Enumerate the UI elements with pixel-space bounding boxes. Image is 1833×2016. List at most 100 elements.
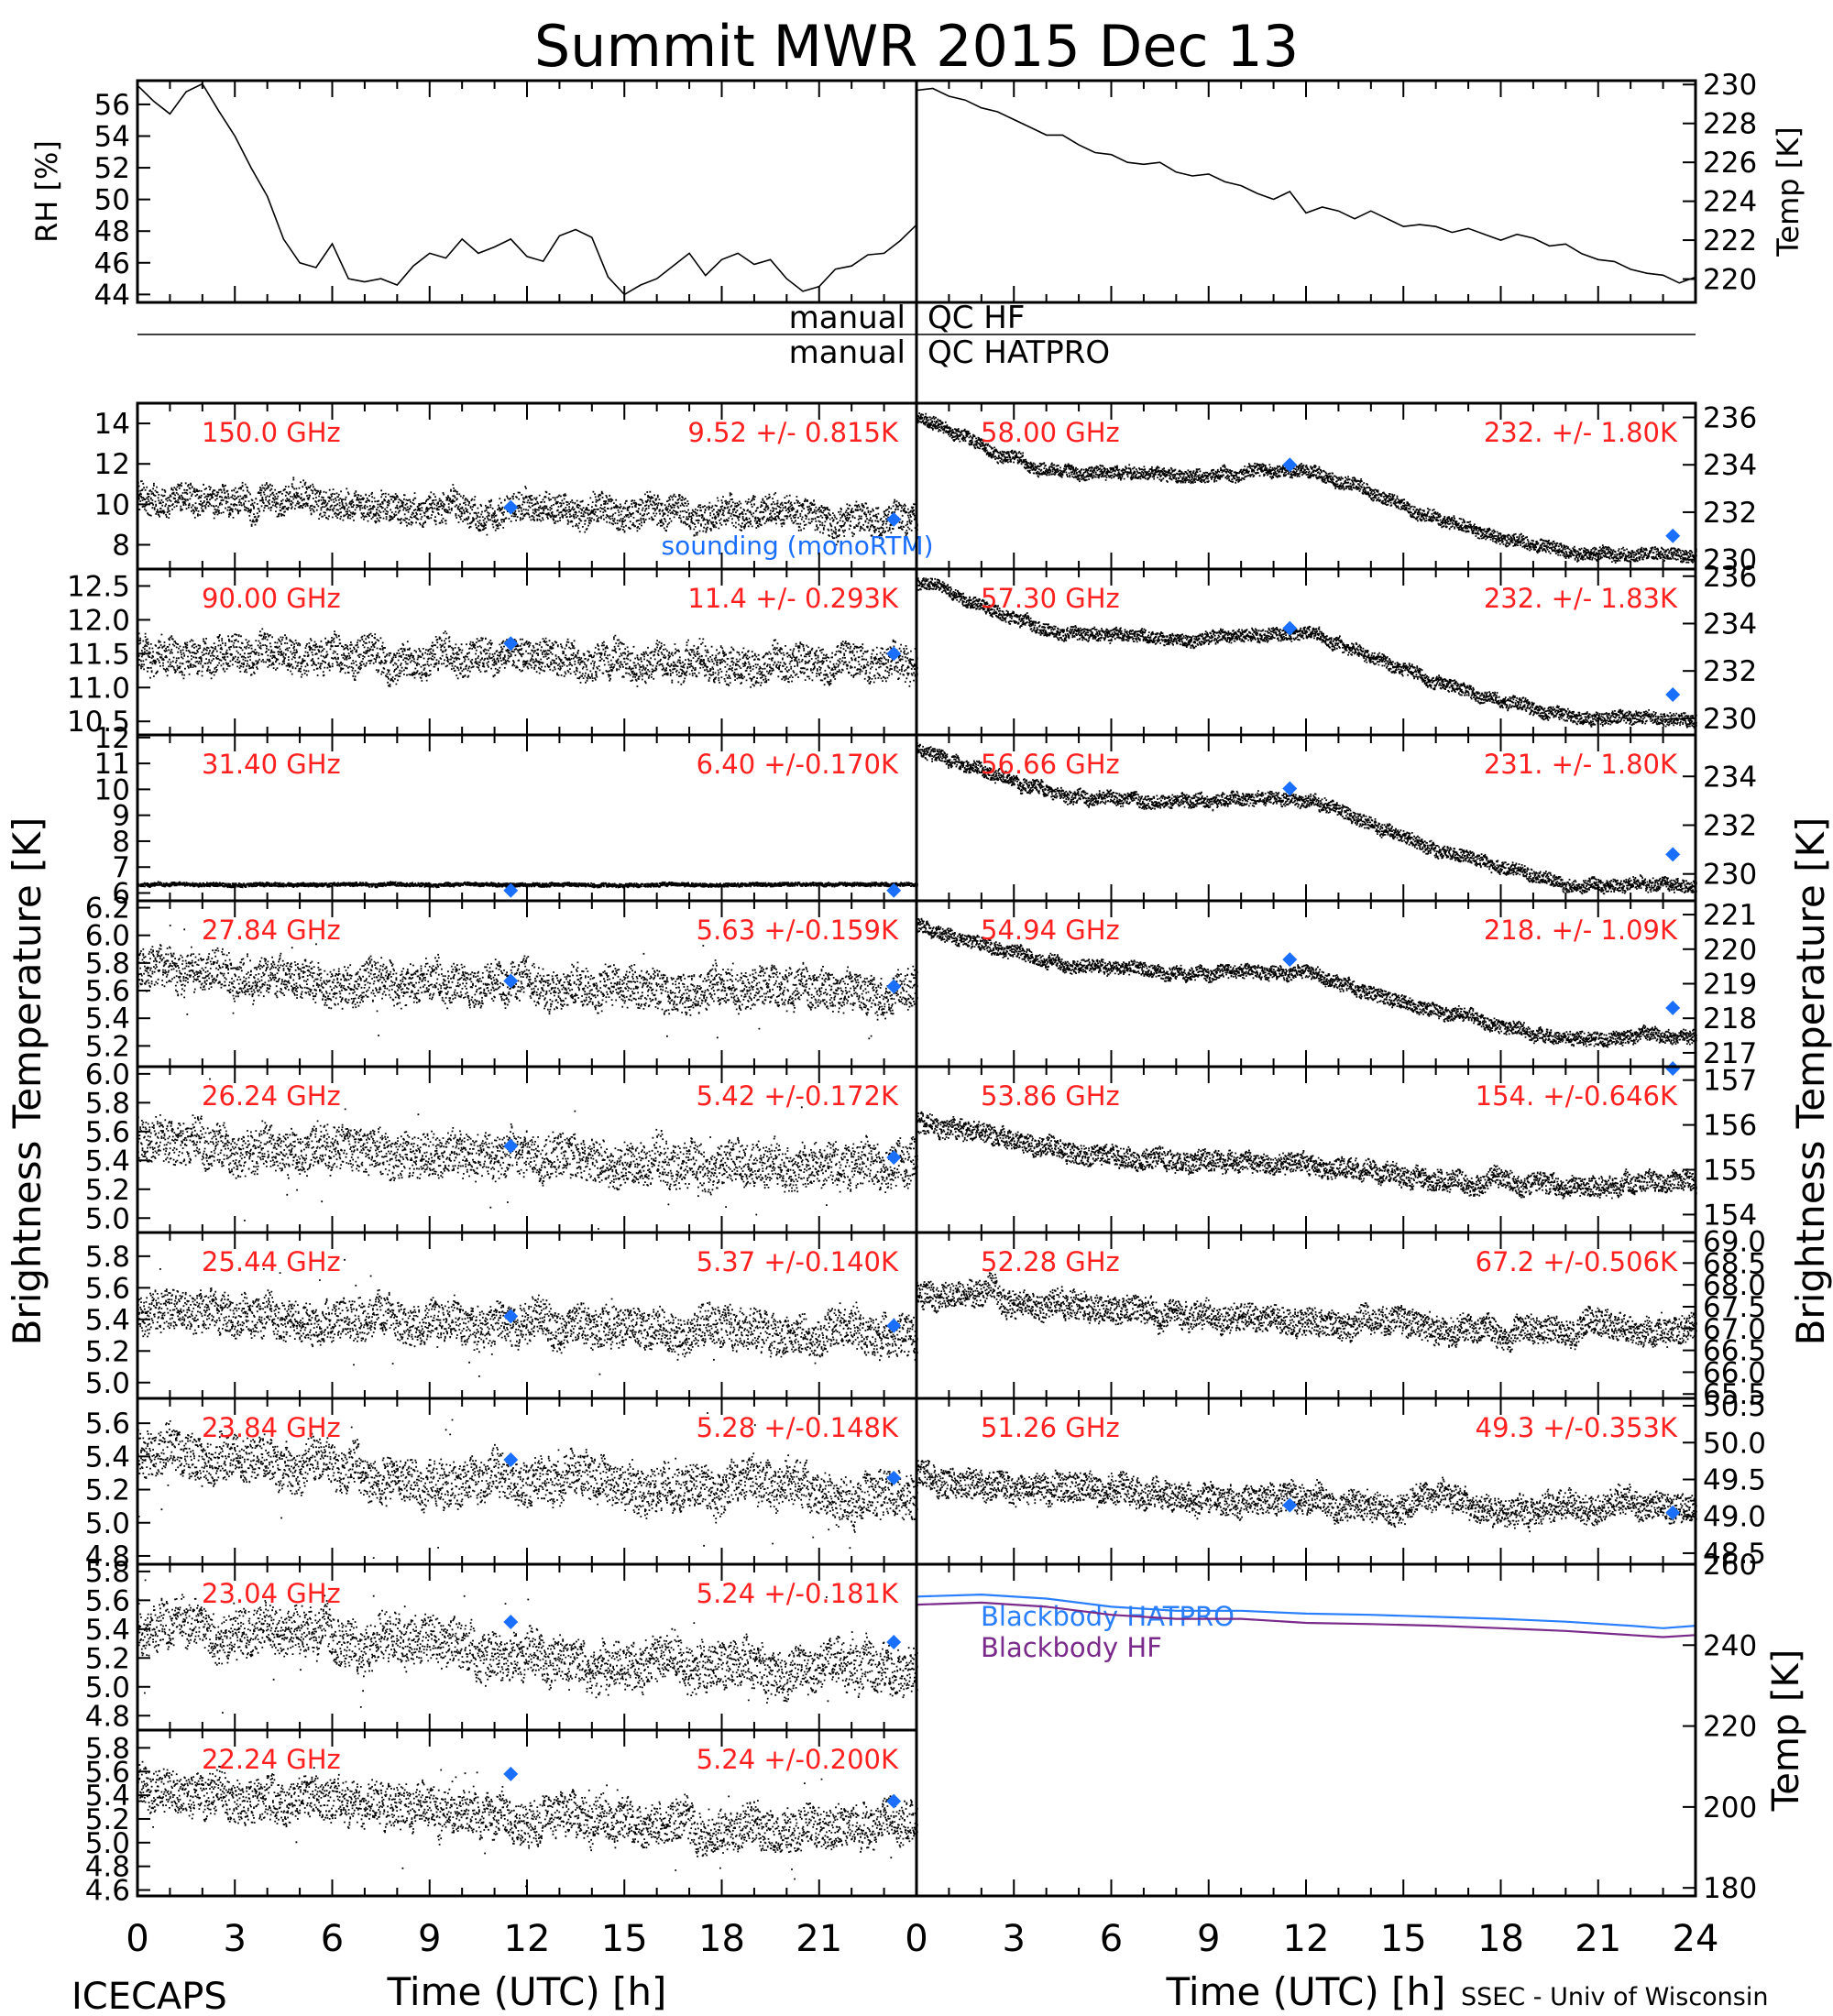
data-points-ch-90 bbox=[137, 628, 918, 688]
channel-frequency-label: 53.86 GHz bbox=[981, 1080, 1120, 1112]
channel-stats-label: 5.24 +/-0.181K bbox=[697, 1578, 899, 1609]
sounding-marker bbox=[1665, 1000, 1681, 1015]
channel-frequency-label: 52.28 GHz bbox=[981, 1246, 1120, 1277]
y-tick-label: 5.8 bbox=[85, 1087, 130, 1120]
channel-frequency-label: 26.24 GHz bbox=[202, 1080, 341, 1112]
sounding-marker bbox=[503, 1766, 519, 1781]
y-tick-label: 234 bbox=[1703, 608, 1757, 641]
y-tick-label: 7 bbox=[112, 851, 130, 884]
x-tick-label: 12 bbox=[504, 1918, 551, 1960]
y-tick-label: 11.0 bbox=[67, 672, 130, 705]
y-tick-label: 154 bbox=[1703, 1199, 1757, 1232]
data-points-ch-22-24 bbox=[137, 1760, 918, 1888]
channel-frequency-label: 31.40 GHz bbox=[202, 749, 341, 780]
y-tick-label: 232 bbox=[1703, 809, 1757, 842]
x-tick-label: 18 bbox=[698, 1918, 745, 1960]
channel-stats-label: 232. +/- 1.80K bbox=[1484, 417, 1678, 448]
panel-ch-90: 90.00 GHz 11.4 +/- 0.293K bbox=[137, 583, 918, 688]
sounding-marker bbox=[886, 1150, 902, 1166]
x-tick-label: 3 bbox=[1003, 1918, 1026, 1960]
y-tick-label: 5.4 bbox=[85, 1780, 130, 1813]
y-tick-label: 12.5 bbox=[67, 570, 130, 603]
channel-stats-label: 6.40 +/-0.170K bbox=[697, 749, 899, 780]
sounding-marker bbox=[886, 1634, 902, 1649]
channel-frequency-label: 51.26 GHz bbox=[981, 1412, 1120, 1443]
sounding-marker bbox=[886, 882, 902, 898]
y-tick-label: 48 bbox=[94, 215, 130, 248]
channel-stats-label: 11.4 +/- 0.293K bbox=[687, 583, 899, 614]
y-tick-label: 156 bbox=[1703, 1110, 1757, 1143]
y-tick-label: 157 bbox=[1703, 1065, 1757, 1098]
y-tick-label: 5.2 bbox=[85, 1030, 130, 1063]
y-tick-label: 5.0 bbox=[85, 1507, 130, 1540]
sounding-marker bbox=[503, 1138, 519, 1154]
y-tick-label: 5.0 bbox=[85, 1367, 130, 1400]
y-tick-label: 230 bbox=[1703, 703, 1757, 736]
y-tick-label: 5.4 bbox=[85, 1145, 130, 1178]
panel-ch-22-24: 22.24 GHz 5.24 +/-0.200K bbox=[137, 1744, 918, 1888]
y-tick-label: 218 bbox=[1703, 1003, 1757, 1035]
data-points-ch-25 bbox=[137, 1258, 918, 1377]
sounding-marker bbox=[1282, 1497, 1298, 1513]
blackbody-line bbox=[916, 1593, 1696, 1629]
qc-area: manual QC HF manual QC HATPRO bbox=[789, 300, 1111, 371]
y-tick-label: 49.0 bbox=[1703, 1501, 1766, 1534]
y-tick-label: 67.0 bbox=[1703, 1313, 1766, 1346]
channel-stats-label: 9.52 +/- 0.815K bbox=[687, 417, 899, 448]
y-tick-label: 6.0 bbox=[85, 1058, 130, 1091]
data-points-ch-23-04 bbox=[137, 1579, 918, 1714]
y-tick-label: 5.0 bbox=[85, 1827, 130, 1860]
channel-stats-label: 218. +/- 1.09K bbox=[1484, 915, 1678, 946]
panel-ch-54: 54.94 GHz 218. +/- 1.09K bbox=[916, 915, 1697, 1048]
y-tick-label: 5.6 bbox=[85, 1756, 130, 1789]
panel-ch-31: 31.40 GHz 6.40 +/-0.170K bbox=[137, 749, 918, 898]
y-tick-label: 236 bbox=[1703, 402, 1757, 435]
y-tick-label: 67.5 bbox=[1703, 1291, 1766, 1324]
y-tick-label: 52 bbox=[94, 152, 130, 185]
y-tick-label: 5.2 bbox=[85, 1474, 130, 1507]
y-tick-label: 219 bbox=[1703, 969, 1757, 1002]
x-tick-label: 3 bbox=[224, 1918, 247, 1960]
footer-ssec: SSEC - Univ of Wisconsin bbox=[1461, 1983, 1768, 2011]
y-tick-label: 46 bbox=[94, 247, 130, 280]
y-tick-label: 4.6 bbox=[85, 1875, 130, 1908]
channel-frequency-label: 57.30 GHz bbox=[981, 583, 1120, 614]
blackbody-legend-label: Blackbody HF bbox=[981, 1632, 1162, 1663]
y-tick-label: 5.6 bbox=[85, 975, 130, 1008]
sounding-marker bbox=[1282, 952, 1298, 968]
channel-frequency-label: 22.24 GHz bbox=[202, 1744, 341, 1775]
y-tick-label: 220 bbox=[1703, 934, 1757, 967]
channel-frequency-label: 23.04 GHz bbox=[202, 1578, 341, 1609]
y-tick-label: 65.5 bbox=[1703, 1378, 1766, 1411]
y-tick-label: 50 bbox=[94, 184, 130, 217]
sounding-marker bbox=[1282, 620, 1298, 636]
x-tick-label: 6 bbox=[321, 1918, 344, 1960]
y-tick-label: 220 bbox=[1703, 264, 1757, 297]
data-points-ch-58 bbox=[916, 412, 1697, 564]
sounding-marker bbox=[1665, 528, 1681, 543]
right-y-axis-title: Brightness Temperature [K] bbox=[1788, 817, 1833, 1346]
left-x-axis-title: Time (UTC) [h] bbox=[387, 1969, 667, 2014]
y-tick-label: 155 bbox=[1703, 1155, 1757, 1188]
sounding-marker bbox=[1665, 847, 1681, 862]
data-points-ch-51 bbox=[916, 1460, 1697, 1533]
y-tick-label: 5.6 bbox=[85, 1584, 130, 1617]
channel-stats-label: 5.42 +/-0.172K bbox=[697, 1080, 899, 1112]
channel-stats-label: 232. +/- 1.83K bbox=[1484, 583, 1678, 614]
sounding-marker bbox=[886, 1318, 902, 1333]
y-tick-label: 8 bbox=[112, 826, 130, 859]
y-tick-label: 260 bbox=[1703, 1549, 1757, 1582]
panel-ch-25: 25.44 GHz 5.37 +/-0.140K bbox=[137, 1246, 918, 1377]
sounding-legend-label: sounding (monoRTM) bbox=[662, 531, 934, 561]
figure-title: Summit MWR 2015 Dec 13 bbox=[534, 13, 1299, 80]
y-tick-label: 10 bbox=[94, 773, 130, 806]
y-tick-label: 230 bbox=[1703, 859, 1757, 892]
y-tick-label: 5.6 bbox=[85, 1116, 130, 1149]
y-tick-label: 5.4 bbox=[85, 1003, 130, 1035]
sounding-marker bbox=[886, 646, 902, 662]
channel-frequency-label: 150.0 GHz bbox=[202, 417, 341, 448]
channel-frequency-label: 90.00 GHz bbox=[202, 583, 341, 614]
qc-left-bottom: manual bbox=[789, 334, 906, 371]
